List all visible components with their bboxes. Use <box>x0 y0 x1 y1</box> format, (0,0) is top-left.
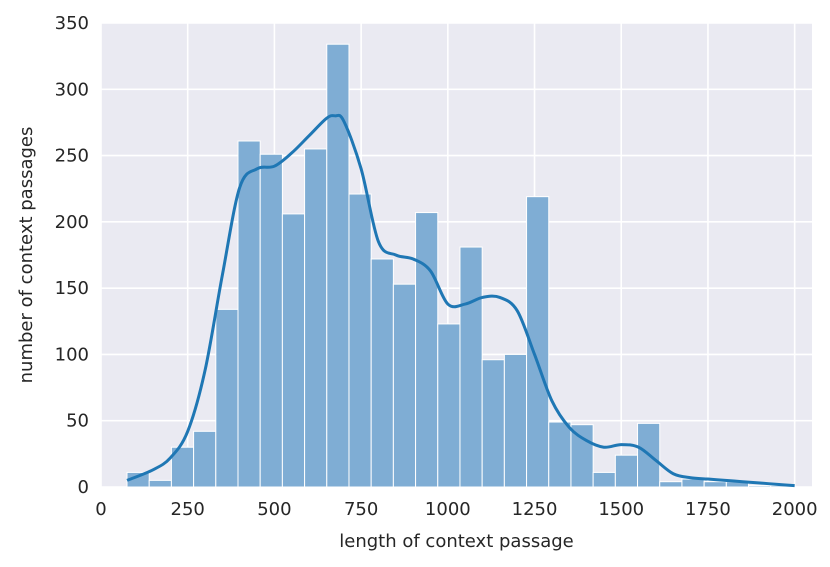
histogram-bar <box>526 196 550 488</box>
y-tick-label: 250 <box>55 146 89 167</box>
x-tick-label: 1750 <box>685 499 731 520</box>
x-tick-label: 1500 <box>598 499 644 520</box>
histogram-bar <box>748 485 772 488</box>
y-tick-label: 0 <box>78 477 89 498</box>
histogram-bar <box>193 430 217 488</box>
histogram-bar <box>459 246 483 488</box>
x-tick-label: 750 <box>344 499 378 520</box>
x-tick-label: 250 <box>171 499 205 520</box>
histogram-bar <box>481 359 505 488</box>
x-tick-label: 1000 <box>425 499 471 520</box>
x-tick-label: 0 <box>95 499 106 520</box>
histogram-bar <box>281 213 306 488</box>
x-axis-ticks: 0 250 500 750 1000 1250 1500 1750 2000 <box>95 499 817 520</box>
x-axis-label: length of context passage <box>339 531 573 552</box>
y-axis-ticks: 0 50 100 150 200 250 300 350 <box>55 13 89 498</box>
histogram-bar <box>503 353 528 488</box>
x-tick-label: 1250 <box>512 499 558 520</box>
histogram-bar <box>148 479 172 488</box>
histogram-bar <box>392 283 417 488</box>
histogram-bar <box>548 421 572 488</box>
histogram-bar <box>237 140 261 488</box>
histogram-bar <box>614 454 639 488</box>
histogram-bar <box>681 478 705 488</box>
histogram-bar <box>348 193 372 488</box>
y-tick-label: 300 <box>55 79 89 100</box>
y-tick-label: 50 <box>66 411 89 432</box>
histogram-bar <box>437 323 461 488</box>
y-axis-label: number of context passages <box>16 127 37 384</box>
histogram-bar <box>703 481 727 488</box>
histogram-bar <box>215 308 239 488</box>
x-tick-label: 2000 <box>772 499 818 520</box>
histogram-bar <box>659 481 683 488</box>
y-tick-label: 100 <box>55 344 89 365</box>
y-tick-label: 350 <box>55 13 89 34</box>
histogram-bar <box>326 43 350 488</box>
y-tick-label: 200 <box>55 212 89 233</box>
histogram-bar <box>415 212 439 488</box>
y-tick-label: 150 <box>55 278 89 299</box>
histogram-bar <box>592 471 616 488</box>
kde-curve <box>126 113 795 488</box>
histogram-bar <box>370 258 394 488</box>
x-tick-label: 500 <box>257 499 291 520</box>
histogram-bars <box>126 43 794 488</box>
histogram-bar <box>304 148 328 488</box>
histogram-bar <box>259 153 283 488</box>
